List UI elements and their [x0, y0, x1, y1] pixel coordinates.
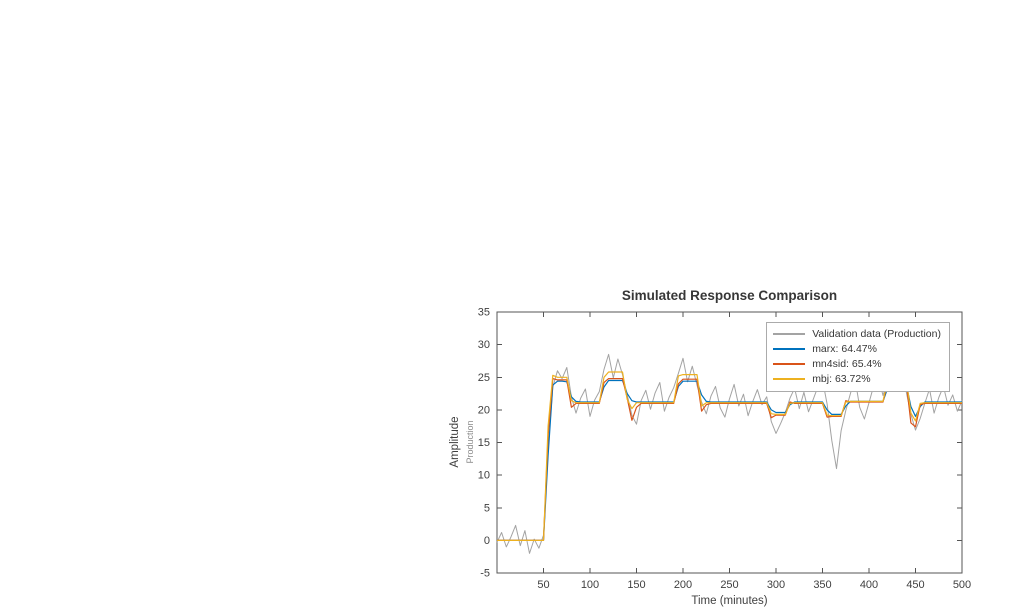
legend-line-sample-validation [773, 333, 806, 335]
y-tick-label: 10 [478, 470, 490, 482]
legend-item-validation[interactable]: Validation data (Production) [773, 327, 941, 341]
y-tick-label: 15 [478, 437, 490, 449]
y-tick-label: -5 [480, 568, 490, 580]
legend-label-mbj: mbj: 63.72% [812, 373, 871, 385]
legend-label-marx: marx: 64.47% [812, 343, 877, 355]
x-tick-label: 200 [674, 579, 692, 591]
chart-title: Simulated Response Comparison [621, 288, 838, 303]
y-tick-label: 30 [478, 339, 490, 351]
legend-label-validation: Validation data (Production) [812, 328, 941, 340]
x-tick-label: 250 [720, 579, 738, 591]
y-tick-label: 0 [484, 535, 490, 547]
legend[interactable]: Validation data (Production) marx: 64.47%… [766, 322, 950, 392]
x-tick-label: 300 [767, 579, 785, 591]
legend-line-sample-marx [773, 348, 806, 350]
legend-line-sample-mbj [773, 378, 806, 380]
x-tick-label: 150 [627, 579, 645, 591]
x-tick-label: 400 [860, 579, 878, 591]
y-tick-label: 5 [484, 502, 490, 514]
y-axis-sublabel: Production [465, 420, 475, 464]
x-tick-label: 100 [581, 579, 599, 591]
y-axis-label: Amplitude [449, 416, 461, 468]
legend-label-mn4sid: mn4sid: 65.4% [812, 358, 882, 370]
legend-item-mn4sid[interactable]: mn4sid: 65.4% [773, 357, 941, 371]
y-tick-label: 35 [478, 307, 490, 319]
legend-line-sample-mn4sid [773, 363, 806, 365]
y-tick-label: 20 [478, 404, 490, 416]
x-tick-label: 500 [953, 579, 971, 591]
legend-item-marx[interactable]: marx: 64.47% [773, 342, 941, 356]
x-tick-label: 50 [537, 579, 549, 591]
mbj-line [497, 371, 962, 542]
y-tick-label: 25 [478, 372, 490, 384]
legend-item-mbj[interactable]: mbj: 63.72% [773, 372, 941, 386]
x-tick-label: 450 [906, 579, 924, 591]
x-axis-label: Time (minutes) [691, 595, 768, 607]
x-tick-label: 350 [813, 579, 831, 591]
